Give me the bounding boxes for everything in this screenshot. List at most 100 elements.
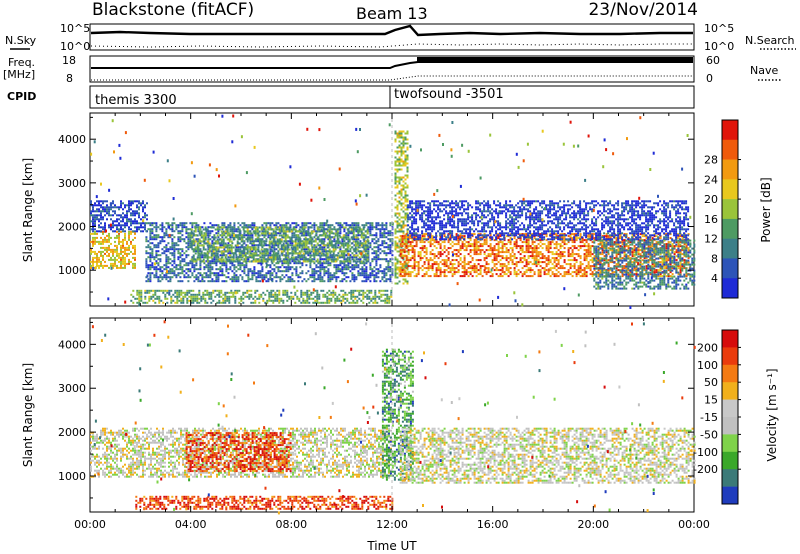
power-echo-cell [308,240,311,243]
power-echo-cell [140,218,142,221]
power-echo-cell [126,218,128,221]
power-echo-cell [209,230,212,233]
power-echo-cell [363,262,366,265]
power-echo-cell [431,265,434,268]
power-echo-cell [92,260,94,263]
power-echo-cell [92,220,94,223]
power-echo-cell [153,276,156,279]
power-echo-cell [380,293,383,296]
power-echo-cell [258,238,261,241]
power-echo-cell [110,208,112,211]
power-echo-cell [90,210,92,213]
power-echo-cell [112,222,114,225]
power-echo-cell [429,245,432,248]
power-echo-cell [151,222,154,225]
power-echo-cell [293,268,296,271]
power-echo-cell [185,226,188,229]
power-echo-cell [435,241,438,244]
power-echo-cell [475,275,478,278]
power-echo-cell [371,268,374,271]
power-echo-cell [267,234,270,237]
freq-tick-top: 18 [62,54,76,67]
power-echo-cell [213,280,216,283]
power-echo-cell [193,222,196,225]
power-echo-cell [198,297,201,300]
power-echo-cell [251,222,254,225]
power-echo-cell [311,274,314,277]
power-echo-cell [274,291,277,294]
power-echo-cell [359,240,362,243]
power-echo-cell [282,244,285,247]
power-echo-cell [344,236,347,239]
power-echo-cell [238,250,241,253]
power-echo-cell [238,289,241,292]
power-echo-cell [485,261,488,264]
power-echo-cell [170,289,173,292]
power-echo-cell [338,254,341,257]
power-echo-cell [513,269,516,272]
power-echo-cell [213,246,216,249]
power-echo-cell [403,261,406,264]
power-echo-cell [318,254,321,257]
power-echo-cell [181,254,184,257]
power-echo-cell [400,142,403,145]
nave-label: Nave [750,64,778,77]
power-echo-cell [327,264,330,267]
power-echo-cell [222,238,225,241]
power-echo-cell [322,234,325,237]
power-echo-cell [307,248,310,251]
power-echo-cell [396,276,399,279]
power-echo-cell [399,269,402,272]
power-echo-cell [94,222,96,225]
power-echo-cell [192,242,195,245]
power-echo-cell [90,220,92,223]
power-echo-cell [251,240,254,243]
power-echo-cell [264,248,267,251]
power-echo-cell [292,250,295,253]
power-echo-cell [467,267,470,270]
power-echo-cell [252,240,255,243]
power-echo-cell [167,262,170,265]
power-echo-cell [331,278,334,281]
power-echo-cell [122,240,124,243]
power-echo-cell [333,272,336,275]
power-echo-cell [252,254,255,257]
power-echo-cell [404,158,407,161]
power-echo-cell [437,253,440,256]
power-echo-cell [400,178,403,181]
power-echo-cell [126,214,128,217]
power-echo-cell [159,236,162,239]
power-echo-cell [264,260,267,263]
power-echo-cell [138,222,140,225]
power-echo-cell [322,260,325,263]
power-echo-cell [347,268,350,271]
power-echo-cell [341,268,344,271]
power-echo-cell [487,245,490,248]
power-echo-cell [359,234,362,237]
power-echo-cell [403,237,406,240]
power-echo-cell [400,154,403,157]
power-echo-cell [317,278,320,281]
power-echo-cell [183,240,186,243]
power-echo-cell [270,256,273,259]
power-echo-cell [204,248,207,251]
power-echo-cell [321,262,324,265]
power-echo-cell [385,252,388,255]
power-echo-cell [149,276,152,279]
power-echo-cell [405,235,408,238]
power-echo-cell [188,291,191,294]
power-echo-cell [114,244,116,247]
power-echo-cell [475,239,478,242]
power-echo-cell [322,295,325,298]
power-echo-cell [220,252,223,255]
power-echo-cell [179,248,182,251]
power-echo-cell [201,278,204,281]
power-echo-cell [374,293,377,296]
power-echo-cell [263,234,266,237]
power-echo-cell [148,289,151,292]
power-echo-cell [145,240,148,243]
power-echo-cell [134,226,136,229]
power-echo-cell [343,264,346,267]
power-echo-cell [188,289,191,292]
power-echo-cell [348,256,351,259]
